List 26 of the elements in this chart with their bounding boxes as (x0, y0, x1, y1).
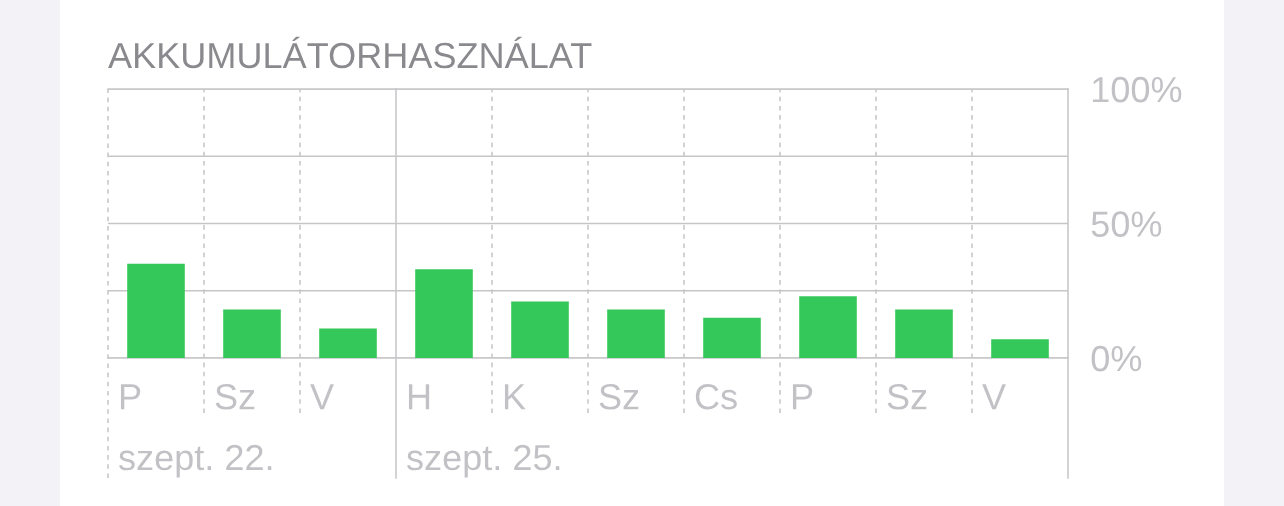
y-tick-label: 50% (1091, 211, 1162, 237)
chart-title: AKKUMULÁTORHASZNÁLAT (108, 36, 592, 69)
x-tick-label: K (504, 384, 526, 410)
x-tick-label: V (310, 384, 334, 410)
bar (415, 269, 473, 358)
bar (607, 309, 665, 358)
bar (991, 339, 1049, 358)
x-tick-label: Sz (887, 383, 927, 410)
bar (895, 309, 953, 358)
ref-line-label: szept. 25. (407, 444, 560, 478)
bar (511, 301, 569, 358)
bar (703, 317, 761, 358)
x-tick-label: P (792, 384, 813, 410)
bar (127, 263, 185, 358)
ref-line-label: szept. 22. (119, 444, 272, 478)
x-tick-label: V (982, 384, 1006, 410)
x-tick-label: P (120, 384, 141, 410)
y-tick-label: 0% (1091, 345, 1142, 372)
x-tick-label: H (408, 384, 430, 410)
bar (319, 328, 377, 358)
x-tick-label: Sz (215, 383, 255, 410)
bar (223, 309, 281, 358)
y-tick-label: 100% (1092, 76, 1182, 103)
x-tick-label: Cs (695, 383, 737, 410)
bar (799, 296, 857, 358)
x-tick-label: Sz (599, 383, 639, 410)
